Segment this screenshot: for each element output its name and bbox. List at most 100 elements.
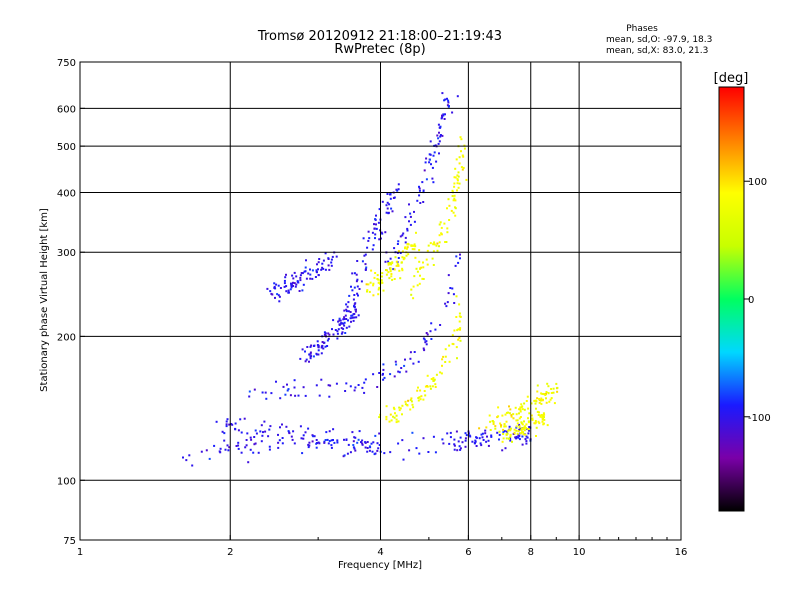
- data-point: [368, 445, 371, 448]
- data-point: [374, 237, 376, 240]
- data-point: [408, 220, 410, 223]
- data-point: [517, 430, 520, 433]
- data-point: [415, 267, 418, 270]
- data-point: [394, 256, 397, 259]
- data-point: [426, 263, 429, 266]
- data-point: [200, 450, 203, 453]
- data-point: [392, 406, 395, 409]
- data-point: [342, 322, 345, 325]
- data-point: [424, 341, 427, 344]
- data-point: [394, 412, 396, 415]
- data-point: [317, 349, 320, 352]
- data-point: [453, 443, 456, 446]
- data-point: [354, 436, 357, 439]
- data-point: [459, 315, 462, 318]
- data-point: [453, 302, 456, 304]
- data-point: [309, 345, 312, 348]
- data-point: [273, 285, 276, 288]
- data-point: [489, 429, 492, 431]
- data-point: [418, 282, 421, 285]
- data-point: [373, 453, 376, 456]
- data-point: [227, 449, 230, 452]
- data-point: [549, 398, 552, 401]
- data-point: [301, 452, 304, 455]
- data-point: [459, 136, 462, 139]
- data-point: [433, 151, 436, 154]
- data-point: [406, 246, 409, 249]
- data-point: [459, 328, 461, 331]
- data-point: [435, 373, 438, 376]
- data-point: [281, 442, 284, 445]
- data-point: [291, 438, 294, 441]
- data-point: [521, 423, 524, 426]
- data-point: [302, 434, 305, 437]
- data-point: [456, 357, 458, 360]
- data-point: [536, 410, 539, 413]
- data-point: [530, 402, 533, 405]
- data-point: [383, 376, 386, 379]
- data-point: [457, 261, 460, 264]
- data-point: [270, 392, 273, 395]
- data-point: [345, 326, 348, 329]
- data-point: [550, 397, 553, 400]
- data-point: [385, 269, 387, 271]
- data-point: [322, 347, 325, 350]
- data-point: [373, 227, 376, 230]
- data-point: [363, 254, 366, 257]
- data-point: [536, 397, 539, 400]
- data-point: [479, 442, 482, 445]
- data-point: [361, 443, 364, 446]
- data-point: [383, 452, 386, 455]
- data-point: [547, 385, 550, 388]
- data-point: [365, 283, 368, 286]
- data-point: [389, 193, 392, 196]
- data-point: [294, 394, 297, 397]
- data-point: [348, 294, 351, 297]
- data-point: [335, 255, 338, 258]
- data-point: [390, 419, 393, 422]
- data-point: [456, 329, 459, 332]
- data-point: [255, 432, 258, 435]
- data-point: [443, 99, 446, 102]
- data-point: [260, 424, 263, 427]
- data-point: [502, 437, 505, 440]
- data-point: [447, 274, 450, 277]
- data-point: [254, 442, 257, 445]
- data-point: [275, 283, 278, 286]
- data-point: [408, 449, 411, 452]
- data-point: [520, 432, 522, 435]
- data-point: [485, 440, 488, 443]
- data-point: [521, 443, 524, 446]
- data-point: [318, 442, 321, 445]
- data-point: [315, 439, 318, 441]
- data-point: [363, 391, 366, 394]
- data-point: [401, 267, 404, 270]
- data-point: [237, 429, 240, 432]
- data-point: [448, 204, 451, 207]
- data-point: [448, 344, 451, 347]
- data-point: [343, 321, 346, 324]
- data-point: [414, 256, 417, 259]
- data-point: [498, 433, 501, 436]
- data-point: [311, 269, 314, 272]
- data-point: [298, 290, 301, 292]
- data-point: [397, 240, 400, 243]
- data-point: [277, 294, 280, 297]
- data-point: [309, 277, 312, 280]
- data-point: [375, 214, 377, 217]
- data-point: [441, 364, 443, 367]
- data-point: [401, 404, 404, 407]
- data-point: [505, 430, 508, 433]
- data-point: [248, 395, 251, 398]
- data-point: [254, 429, 257, 432]
- data-point: [459, 448, 462, 451]
- data-point: [389, 267, 392, 270]
- data-point: [246, 432, 249, 435]
- data-point: [411, 248, 414, 251]
- data-point: [343, 454, 346, 457]
- data-point: [398, 409, 401, 412]
- data-point: [393, 375, 396, 378]
- data-point: [409, 351, 412, 354]
- data-point: [521, 408, 524, 411]
